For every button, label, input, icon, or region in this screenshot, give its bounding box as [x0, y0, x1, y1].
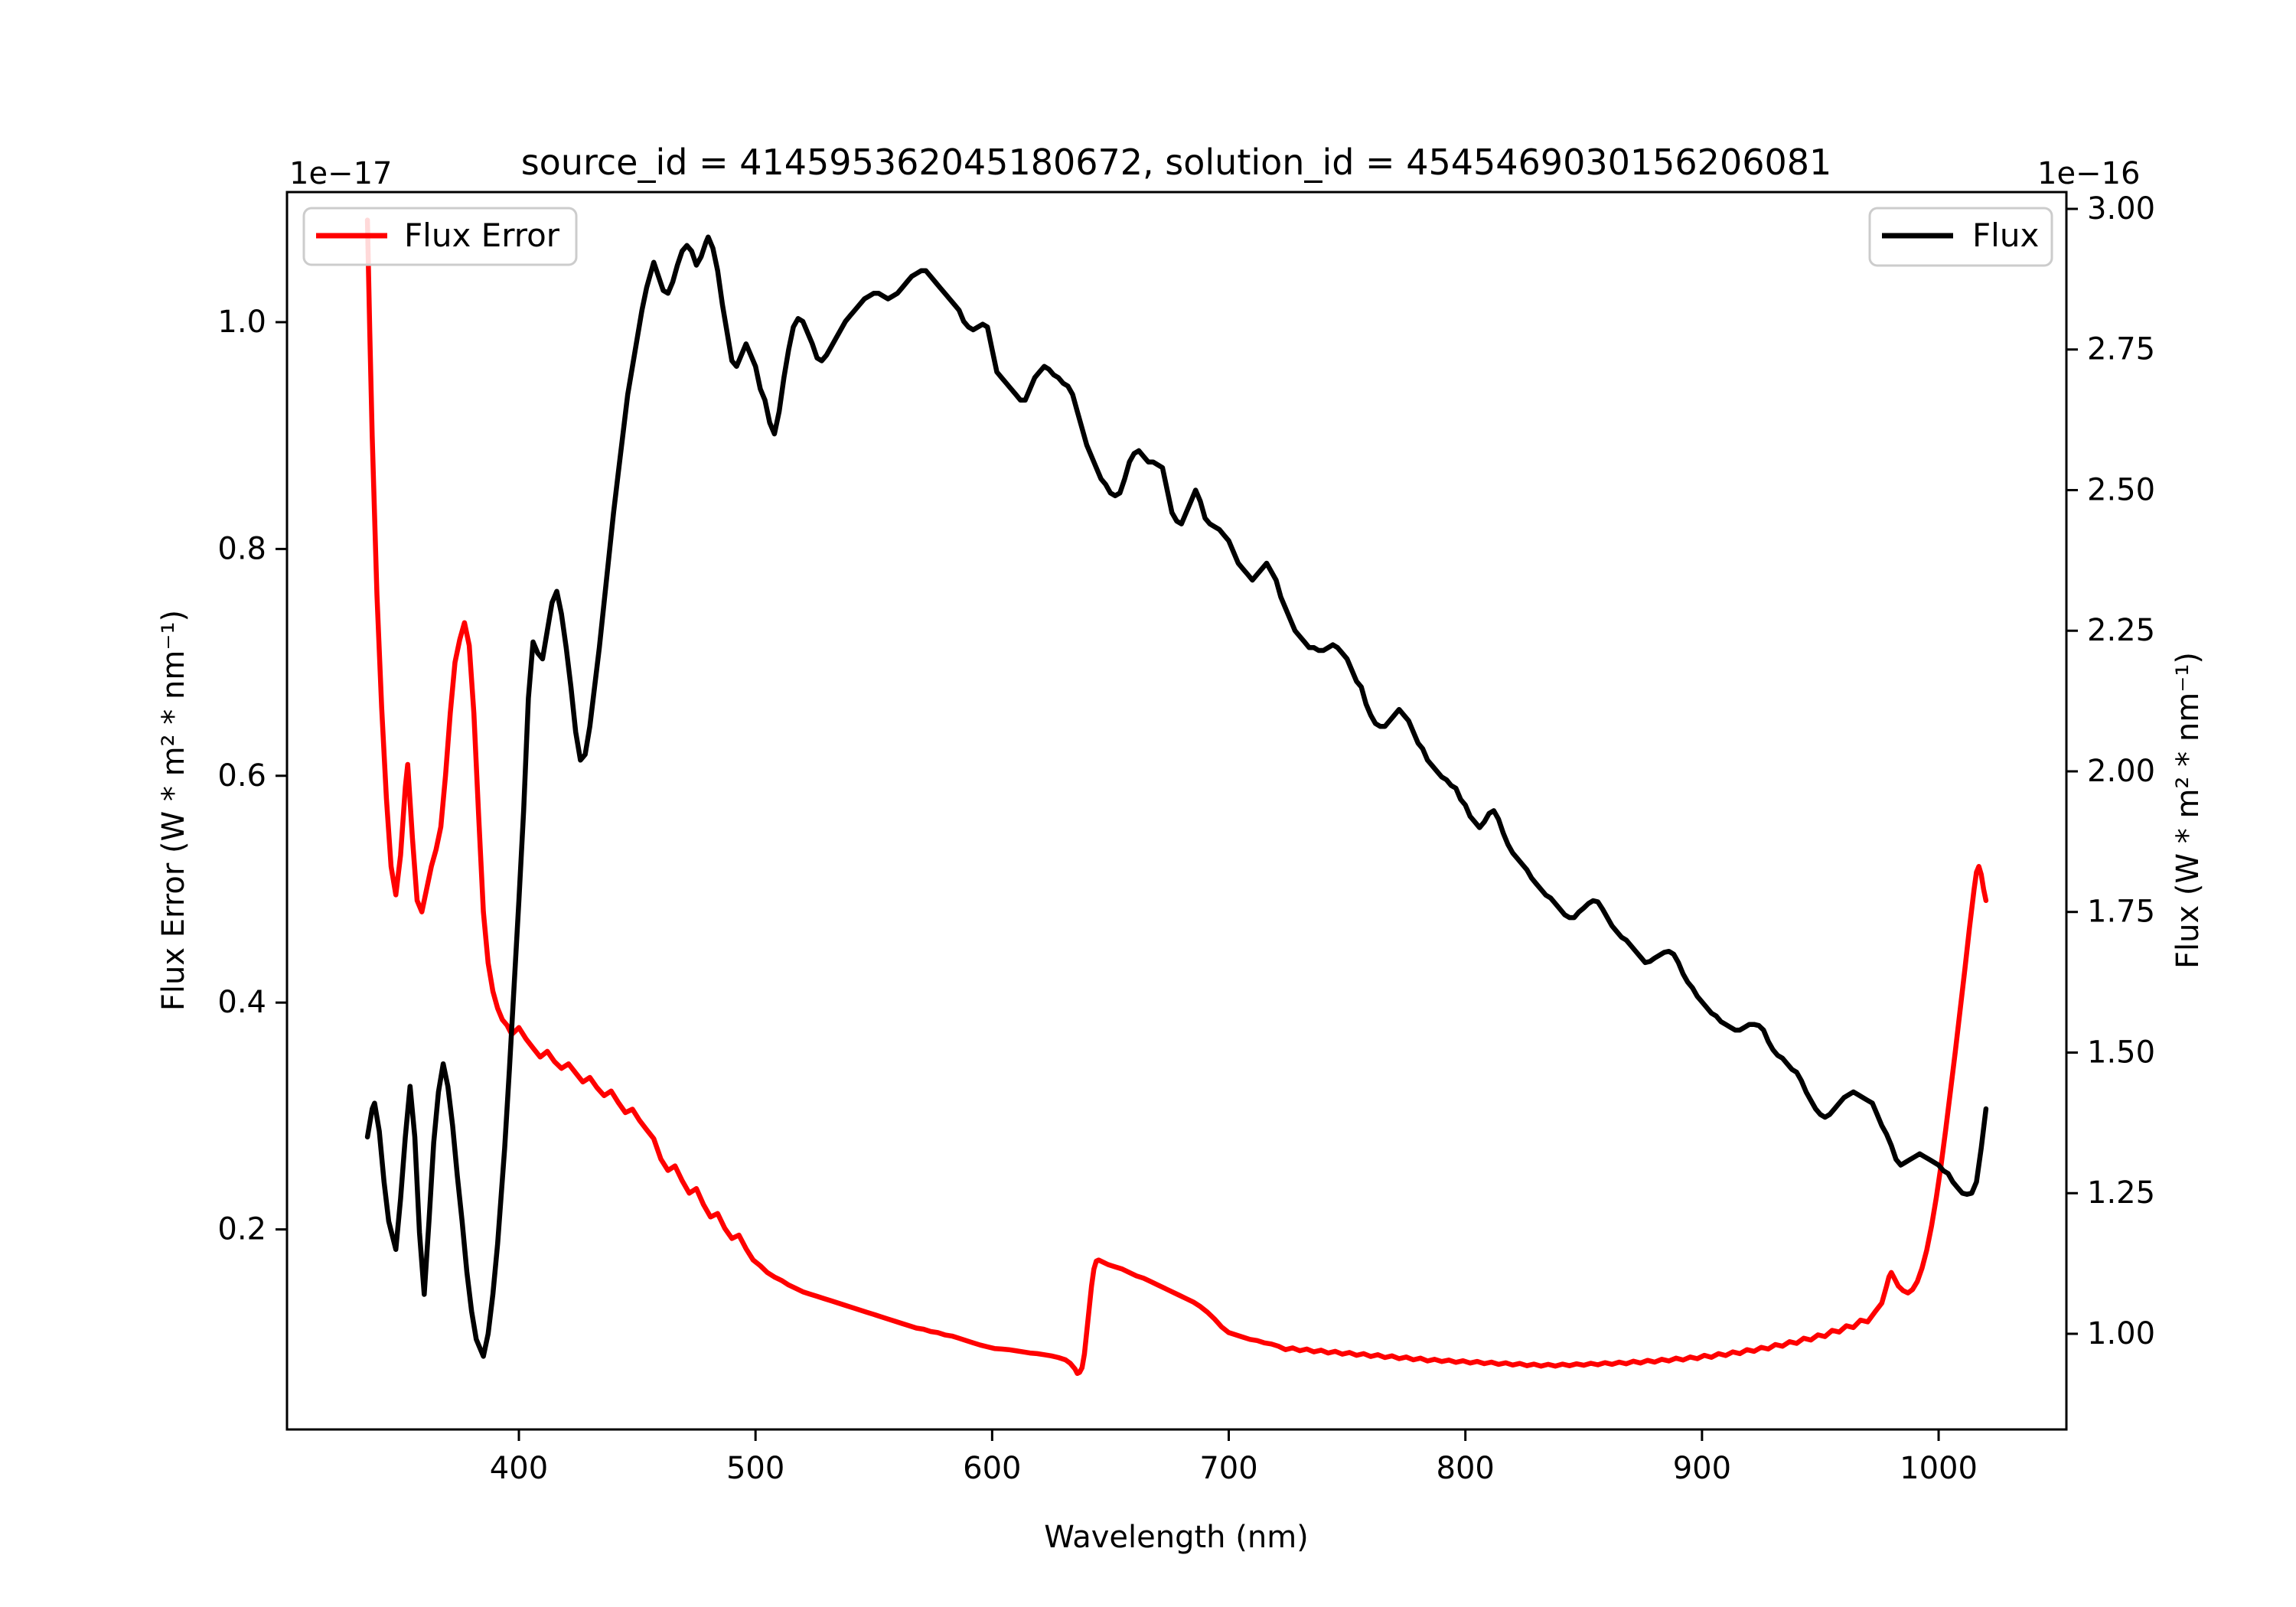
x-axis-label: Wavelength (nm) [1044, 1520, 1309, 1555]
y-left-tick-label: 0.2 [217, 1212, 266, 1247]
legend-flux: Flux [1868, 207, 2053, 267]
axes-spines [285, 191, 2068, 1431]
y-left-tick-label: 0.4 [217, 985, 266, 1020]
y-right-tick-label: 2.75 [2087, 332, 2155, 367]
y-right-tick-label: 2.00 [2087, 754, 2155, 789]
y-right-axis-label: Flux (W * m² * nm⁻¹) [2170, 652, 2206, 969]
y-left-axis-label: Flux Error (W * m² * nm⁻¹) [156, 610, 191, 1011]
y-left-tick-label: 0.8 [217, 531, 266, 566]
axis-ticks: 400 500 600 700 800 900 1000 0.2 0.4 0.6 0.8 1.0 1.0… [217, 191, 2155, 1486]
x-tick-label: 800 [1437, 1451, 1495, 1486]
y-left-tick-label: 0.6 [217, 758, 266, 794]
series-flux-curve [364, 234, 1989, 1359]
y-left-offset-label: 1e−17 [289, 156, 392, 191]
y-right-tick-label: 1.50 [2087, 1035, 2155, 1070]
y-right-tick-label: 1.25 [2087, 1175, 2155, 1211]
y-right-tick-label: 2.50 [2087, 472, 2155, 507]
legend-flux-error-box [302, 207, 578, 266]
x-tick-label: 500 [726, 1451, 784, 1486]
y-right-tick-label: 2.25 [2087, 613, 2155, 648]
data-curves [364, 217, 1989, 1377]
x-tick-label: 400 [490, 1451, 548, 1486]
chart-title: source_id = 414595362045180672, solution… [521, 142, 1832, 183]
y-right-tick-label: 1.75 [2087, 895, 2155, 930]
y-right-tick-label: 3.00 [2087, 191, 2155, 227]
legend-flux-error: Flux Error [302, 207, 578, 266]
x-tick-label: 900 [1673, 1451, 1731, 1486]
series-flux-error-curve [364, 217, 1989, 1377]
y-left-tick-label: 1.0 [217, 305, 266, 340]
plot-area [287, 192, 2066, 1429]
y-right-offset-label: 1e−16 [2037, 156, 2140, 191]
x-tick-label: 700 [1199, 1451, 1257, 1486]
x-tick-label: 600 [963, 1451, 1021, 1486]
y-right-tick-label: 1.00 [2087, 1316, 2155, 1351]
legend-flux-label: Flux [1972, 217, 2039, 254]
legend-flux-error-label: Flux Error [404, 217, 560, 254]
x-tick-label: 1000 [1900, 1451, 1978, 1486]
legend-flux-box [1868, 207, 2053, 267]
